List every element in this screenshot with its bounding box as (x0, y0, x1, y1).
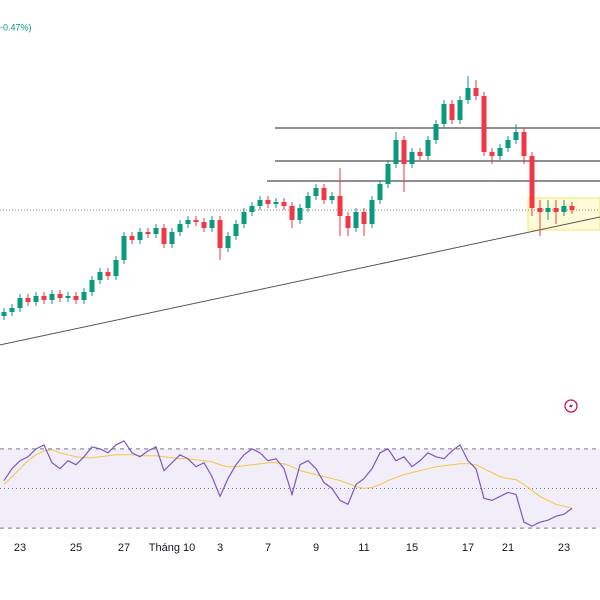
candle-body (529, 156, 535, 208)
x-tick-label: 21 (502, 542, 514, 554)
candle-body (225, 236, 231, 248)
candle-body (137, 232, 143, 240)
candle-body (465, 88, 471, 100)
candle-body (545, 208, 551, 212)
x-tick-label: Tháng 10 (149, 542, 195, 554)
candle-body (105, 272, 111, 276)
candle-body (569, 206, 575, 210)
candle-body (481, 96, 487, 152)
candle-body (81, 292, 87, 300)
candle-body (369, 200, 375, 224)
candle-body (409, 152, 415, 164)
candle-body (257, 200, 263, 206)
candle-body (337, 196, 343, 216)
candle-body (537, 208, 543, 212)
candle-body (265, 200, 271, 204)
candle-body (49, 294, 55, 300)
x-tick-label: 7 (265, 542, 271, 554)
candle-body (449, 104, 455, 120)
x-tick-label: 25 (70, 542, 82, 554)
candle-body (209, 220, 215, 228)
alert-icon-ring (564, 399, 578, 413)
candle-body (41, 296, 47, 300)
candle-body (473, 88, 479, 96)
candle-body (497, 148, 503, 156)
candle-body (433, 124, 439, 140)
candle-body (97, 272, 103, 280)
candle-body (121, 236, 127, 260)
candle-body (113, 260, 119, 276)
candle-body (401, 140, 407, 164)
candle-body (161, 228, 167, 244)
candle-body (201, 222, 207, 228)
candle-body (377, 184, 383, 200)
candle-body (561, 206, 567, 212)
candle-body (57, 294, 63, 298)
candle-body (513, 132, 519, 140)
candle-body (281, 202, 287, 206)
x-tick-label: 17 (462, 542, 474, 554)
candle-body (417, 152, 423, 156)
rsi-ma-line (3, 449, 573, 509)
candle-body (385, 164, 391, 184)
alert-icon-bolt (569, 402, 573, 410)
candle-body (425, 140, 431, 156)
candle-body (345, 216, 351, 228)
alert-icon[interactable] (564, 399, 578, 413)
x-tick-label: 27 (118, 542, 130, 554)
candle-body (297, 208, 303, 220)
candle-body (289, 206, 295, 220)
candle-body (457, 100, 463, 120)
candle-body (217, 220, 223, 248)
candle-body (249, 206, 255, 212)
candle-body (489, 152, 495, 156)
candle-body (1, 312, 7, 316)
candle-body (361, 212, 367, 224)
candle-body (89, 280, 95, 292)
trendline (0, 216, 600, 346)
candle-body (233, 224, 239, 236)
candle-body (33, 296, 39, 302)
candle-body (393, 140, 399, 164)
candle-body (129, 236, 135, 240)
candle-body (153, 228, 159, 234)
x-tick-label: 9 (313, 542, 319, 554)
candle-body (273, 202, 279, 204)
candle-body (65, 296, 71, 298)
header-text: -0.47%) (0, 22, 32, 32)
candle-body (9, 308, 15, 312)
candle-body (177, 224, 183, 232)
candle-body (441, 104, 447, 124)
x-tick-label: 23 (558, 542, 570, 554)
candle-body (241, 212, 247, 224)
candle-body (313, 188, 319, 196)
candle-body (185, 220, 191, 224)
candle-body (505, 140, 511, 148)
candle-body (25, 298, 31, 302)
candle-body (321, 188, 327, 200)
candle-body (353, 212, 359, 228)
candle-body (169, 232, 175, 244)
candle-body (17, 298, 23, 308)
candle-body (73, 296, 79, 300)
candle-body (305, 196, 311, 208)
x-tick-label: 3 (217, 542, 223, 554)
candle-body (553, 208, 559, 212)
x-tick-label: 23 (14, 542, 26, 554)
candle-body (193, 220, 199, 222)
candle-body (145, 232, 151, 234)
rsi-line (3, 440, 573, 527)
candle-body (329, 196, 335, 200)
x-tick-label: 15 (406, 542, 418, 554)
x-tick-label: 11 (358, 542, 369, 554)
candle-body (521, 132, 527, 156)
